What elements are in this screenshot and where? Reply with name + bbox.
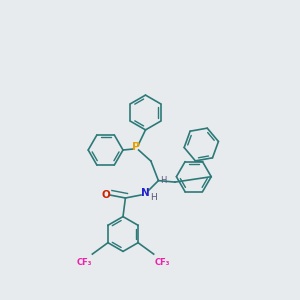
Text: P: P <box>132 142 141 152</box>
Text: N: N <box>140 188 149 198</box>
Text: CF₃: CF₃ <box>76 258 92 267</box>
Text: H: H <box>160 176 166 185</box>
Text: H: H <box>150 193 157 202</box>
Text: O: O <box>101 190 110 200</box>
Text: CF₃: CF₃ <box>154 258 170 267</box>
